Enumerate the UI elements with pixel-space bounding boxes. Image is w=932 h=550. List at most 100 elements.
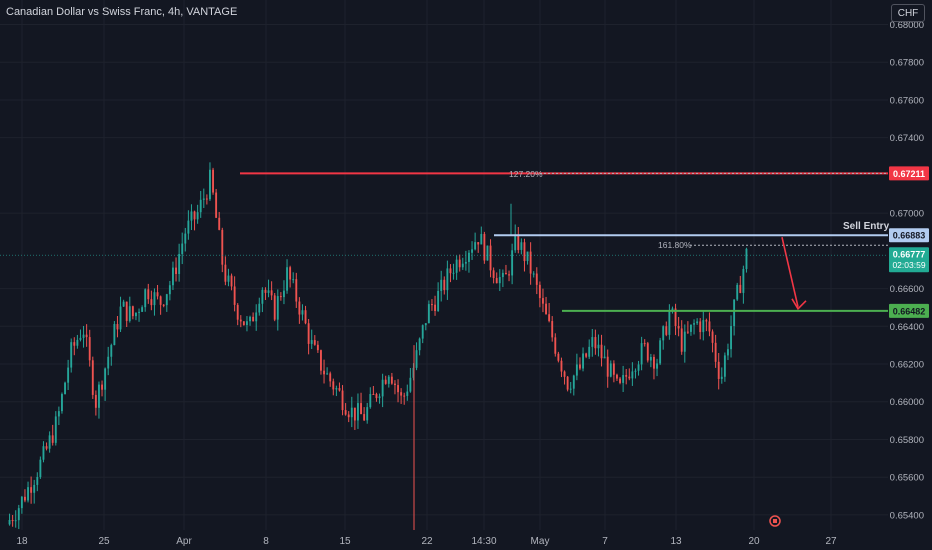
candle-body xyxy=(125,301,128,321)
candle-body xyxy=(705,320,708,322)
sell-arrow-shaft xyxy=(781,237,799,308)
candle-body xyxy=(591,337,594,347)
candle-body xyxy=(730,326,732,350)
candle-body xyxy=(397,385,399,393)
candle-body xyxy=(400,392,403,396)
candle-body xyxy=(79,337,82,340)
candle-body xyxy=(48,435,51,449)
candle-body xyxy=(94,394,97,408)
candle-body xyxy=(387,376,390,384)
candle-body xyxy=(45,446,48,449)
candle-body xyxy=(582,353,584,369)
candle-body xyxy=(150,299,153,306)
candle-body xyxy=(446,268,449,291)
candle-body xyxy=(76,339,79,346)
candle-body xyxy=(545,303,547,315)
candle-body xyxy=(477,242,480,245)
candle-body xyxy=(289,267,292,280)
candle-body xyxy=(27,487,29,501)
candle-body xyxy=(119,306,122,330)
currency-button[interactable]: CHF xyxy=(891,4,925,22)
last-price-tag-bg xyxy=(889,247,929,273)
candle-body xyxy=(594,337,597,349)
candle-body xyxy=(20,496,23,509)
candle-body xyxy=(85,334,88,338)
candle-body xyxy=(187,220,190,234)
candle-body xyxy=(699,321,702,333)
candle-body xyxy=(366,407,369,421)
candle-body xyxy=(517,234,520,250)
y-tick-label: 0.68000 xyxy=(890,20,924,31)
fib-161-label: 161.80% xyxy=(658,240,692,250)
x-tick-label: 18 xyxy=(16,536,28,547)
candle-body xyxy=(91,360,94,395)
candle-body xyxy=(279,296,282,298)
candle-body xyxy=(332,381,335,390)
candle-body xyxy=(313,340,316,345)
candle-body xyxy=(353,407,356,421)
candle-body xyxy=(295,279,298,302)
candle-body xyxy=(492,270,495,279)
candle-body xyxy=(585,353,588,357)
candle-body xyxy=(375,394,378,399)
candle-body xyxy=(70,342,73,368)
candle-body xyxy=(11,520,14,522)
candle-body xyxy=(190,211,193,221)
countdown-tag: 02:03:59 xyxy=(892,260,925,270)
candle-body xyxy=(680,328,683,352)
y-tick-label: 0.67000 xyxy=(890,209,924,220)
candle-body xyxy=(147,289,150,300)
chart-title: Canadian Dollar vs Swiss Franc, 4h, VANT… xyxy=(6,6,238,18)
candle-body xyxy=(637,364,640,371)
candle-body xyxy=(202,198,205,200)
candle-body xyxy=(702,320,705,333)
y-tick-label: 0.67800 xyxy=(890,58,924,69)
candle-body xyxy=(181,243,184,255)
candle-body xyxy=(369,394,372,408)
candle-body xyxy=(690,324,692,332)
candle-body xyxy=(82,334,85,338)
candle-body xyxy=(551,321,554,338)
x-tick-label: 20 xyxy=(748,536,760,547)
candle-body xyxy=(668,311,671,335)
candle-body xyxy=(612,363,615,375)
candle-body xyxy=(218,217,221,230)
candle-body xyxy=(418,338,421,351)
candle-body xyxy=(30,487,33,493)
resistance-price-tag: 0.67211 xyxy=(893,169,925,179)
candle-body xyxy=(745,248,748,269)
candle-body xyxy=(273,295,276,320)
candle-body xyxy=(471,249,473,253)
candle-body xyxy=(646,343,649,361)
candle-body xyxy=(677,325,680,329)
candle-body xyxy=(316,344,319,351)
y-tick-label: 0.66000 xyxy=(890,397,924,408)
candle-body xyxy=(298,301,301,315)
candle-body xyxy=(64,382,66,395)
candle-body xyxy=(631,371,634,379)
candle-body xyxy=(415,350,418,368)
candle-body xyxy=(455,259,458,273)
candle-body xyxy=(199,199,202,213)
candle-body xyxy=(212,169,214,193)
candle-body xyxy=(261,289,264,304)
y-tick-label: 0.67600 xyxy=(890,95,924,106)
y-tick-label: 0.65600 xyxy=(890,473,924,484)
candle-body xyxy=(378,396,381,399)
candle-body xyxy=(24,496,26,501)
candle-body xyxy=(162,304,165,306)
candle-body xyxy=(196,212,199,220)
candle-body xyxy=(326,373,329,375)
candle-body xyxy=(310,340,313,344)
candle-body xyxy=(529,251,532,274)
candle-body xyxy=(742,268,745,293)
candle-body xyxy=(175,267,177,274)
candle-body xyxy=(468,252,470,262)
candle-body xyxy=(283,290,285,298)
candle-body xyxy=(249,316,251,322)
candle-body xyxy=(341,390,344,411)
candle-body xyxy=(498,277,501,284)
